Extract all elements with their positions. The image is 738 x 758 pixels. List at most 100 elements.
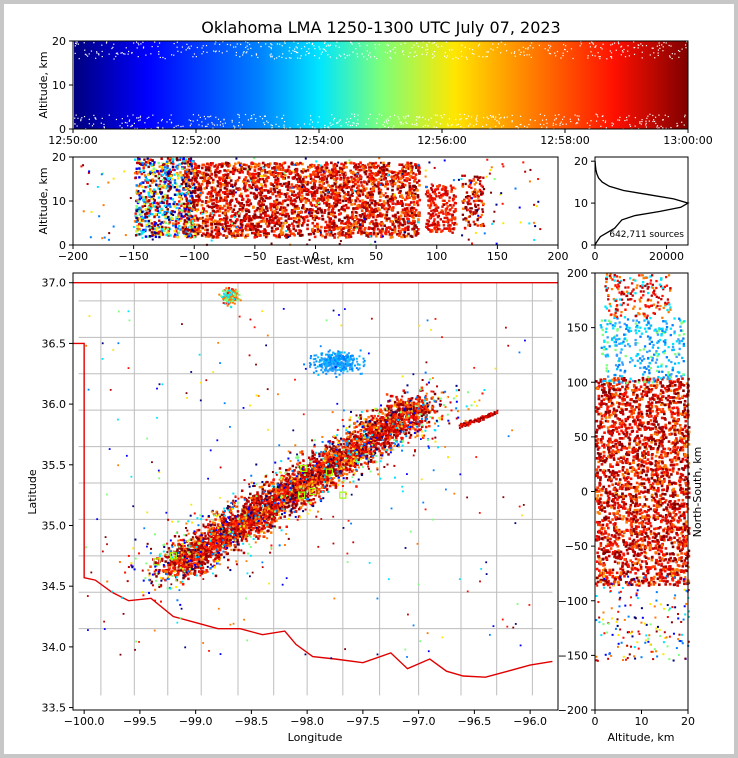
source-point [275,206,279,209]
source-point [306,50,308,53]
source-point [274,169,277,172]
source-point [626,119,628,121]
source-point [297,211,300,214]
source-point [570,48,573,50]
source-point [137,42,139,44]
source-point [353,189,356,192]
source-point [255,53,257,55]
source-point [411,208,414,212]
source-point [201,209,205,212]
source-point [253,231,256,235]
source-point [188,46,190,48]
source-point [405,177,408,180]
source-point [667,115,669,118]
source-point [184,194,187,197]
source-point [353,173,357,177]
source-point [343,191,346,195]
source-point [409,161,413,165]
source-point [408,184,412,188]
source-point [158,53,160,55]
source-point [80,165,83,168]
source-point [225,202,229,205]
source-point [211,181,215,184]
source-point [192,203,196,206]
source-point [285,57,287,59]
source-point [278,165,281,169]
source-point [472,49,474,51]
source-point [358,214,362,217]
source-point [103,123,105,126]
source-point [145,215,149,219]
source-point [633,53,636,55]
source-point [386,121,388,123]
source-point [74,123,76,125]
source-point [415,119,417,121]
source-point [238,116,240,118]
source-point [175,165,178,169]
source-point [445,56,447,59]
source-point [156,206,159,210]
source-point [262,211,265,215]
source-point [220,206,224,210]
source-point [505,50,508,52]
source-point [452,204,455,207]
source-point [231,185,234,188]
source-point [185,202,188,206]
source-point [338,54,341,56]
source-point [231,513,234,517]
source-point [402,50,404,52]
source-point [179,219,182,223]
source-point [445,220,449,223]
source-point [376,207,380,210]
source-point [329,213,333,216]
source-point [150,222,153,225]
source-point [183,166,186,169]
source-point [295,46,297,48]
source-point [361,191,364,194]
source-point [166,165,169,168]
source-point [264,188,268,192]
source-point [386,52,389,54]
source-point [217,230,221,234]
source-point [205,45,208,47]
source-point [285,185,288,188]
source-point [147,179,150,182]
source-point [445,213,448,217]
source-point [213,219,217,223]
source-point [335,45,337,47]
source-point [266,209,269,212]
source-point [685,47,687,49]
source-point [153,233,157,236]
source-point [333,117,336,119]
source-point [192,223,196,226]
source-point [349,230,353,233]
source-point [161,213,164,217]
source-point [453,216,457,219]
source-point [204,118,207,120]
source-point [477,45,480,47]
source-point [318,177,322,180]
source-point [177,214,180,217]
source-point [245,213,248,216]
source-point [201,209,204,212]
source-point [226,169,230,172]
source-point [367,235,370,238]
source-point [378,166,382,170]
source-point [190,120,192,122]
source-point [283,171,286,174]
source-point [308,52,310,54]
source-point [162,127,164,129]
source-point [144,161,148,164]
source-point [455,223,458,226]
source-point [469,123,471,125]
source-point [418,214,421,217]
source-point [312,178,315,181]
source-point [303,180,306,184]
source-point [496,120,498,122]
source-point [327,126,329,128]
source-point [246,168,249,171]
source-point [387,119,390,122]
source-point [383,165,386,169]
source-point [363,228,366,231]
